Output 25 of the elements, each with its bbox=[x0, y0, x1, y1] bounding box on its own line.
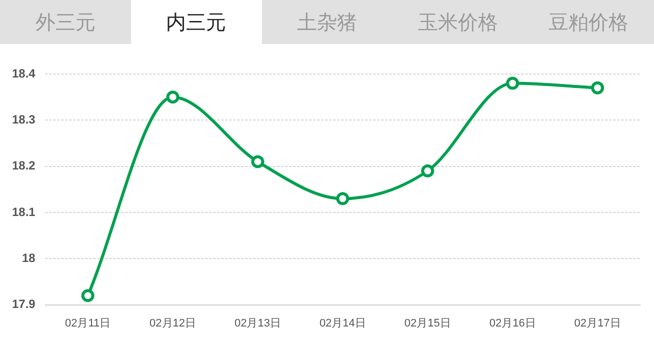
point bbox=[251, 155, 264, 168]
point bbox=[166, 90, 180, 104]
point bbox=[421, 164, 434, 178]
y-tick-label: 18.3 bbox=[12, 112, 36, 126]
chart-title: 内三元 bbox=[130, 0, 262, 44]
point bbox=[81, 289, 94, 302]
x-tick-label: 02月13日 bbox=[234, 317, 281, 330]
point bbox=[506, 76, 520, 90]
y-tick-label: 18.2 bbox=[12, 158, 36, 173]
text: 玉米价格 bbox=[416, 8, 499, 36]
y-tick-label: 18 bbox=[22, 250, 36, 265]
y-tick-label: 18.4 bbox=[12, 66, 36, 80]
x-tick-label: 02月12日 bbox=[150, 317, 196, 330]
text: 土杂猪 bbox=[296, 8, 358, 36]
x-tick-label: 02月15日 bbox=[404, 317, 451, 330]
x-tick-label: 02月17日 bbox=[574, 317, 621, 330]
y-tick-label: 18.1 bbox=[12, 204, 36, 219]
x-tick-label: 02月14日 bbox=[319, 317, 366, 330]
x-tick-label: 02月11日 bbox=[65, 317, 111, 330]
y-tick-label: 17.9 bbox=[12, 297, 36, 312]
point bbox=[591, 81, 604, 94]
text: 豆粕价格 bbox=[548, 8, 630, 36]
x-tick-label: 02月16日 bbox=[489, 317, 536, 330]
text: 外三元 bbox=[34, 8, 96, 36]
point bbox=[336, 192, 350, 206]
